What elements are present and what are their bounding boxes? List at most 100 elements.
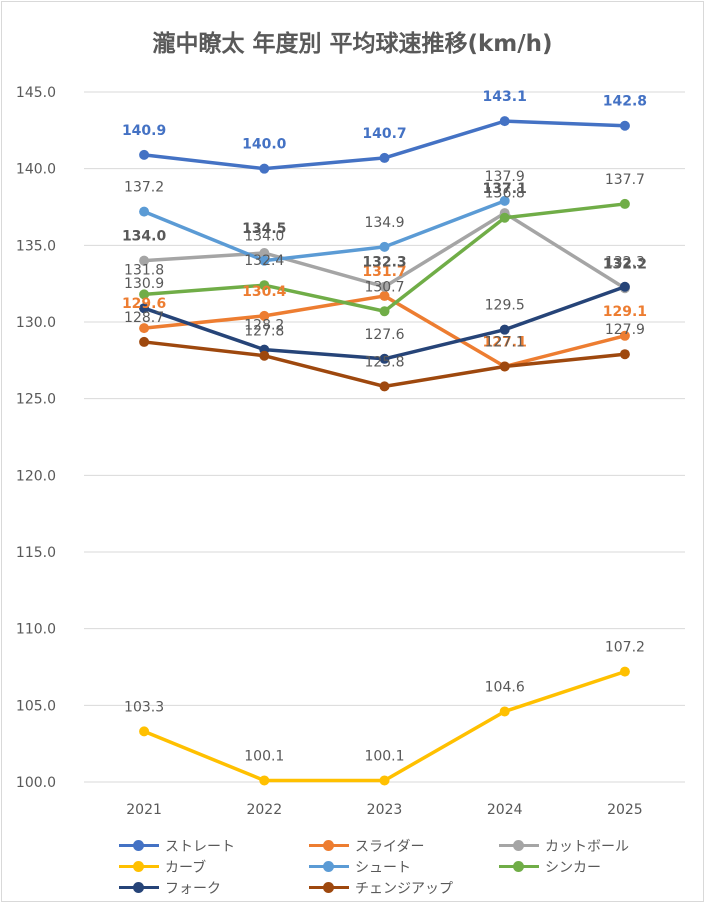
- data-label: 127.8: [244, 324, 284, 340]
- legend-swatch: [119, 878, 159, 898]
- data-point: [259, 163, 270, 174]
- data-label: 127.1: [485, 334, 525, 350]
- data-label: 137.7: [605, 172, 645, 188]
- legend-label: フォーク: [165, 881, 221, 897]
- data-point: [259, 248, 270, 258]
- data-label: 104.6: [485, 679, 525, 695]
- data-point: [259, 280, 270, 291]
- data-point: [259, 255, 270, 266]
- legend-swatch-dot: [323, 861, 334, 872]
- legend-swatch: [309, 857, 349, 877]
- legend-swatch-dot: [133, 861, 144, 872]
- data-label: 132.4: [244, 253, 284, 269]
- data-label: 129.1: [603, 304, 647, 320]
- data-point: [499, 324, 510, 335]
- data-label: 103.3: [124, 699, 164, 715]
- data-label: 140.9: [122, 123, 166, 139]
- y-tick-label: 105.0: [16, 698, 56, 714]
- data-point: [259, 775, 270, 786]
- data-point: [619, 330, 630, 341]
- data-label: 136.8: [485, 186, 525, 202]
- data-point: [139, 289, 150, 300]
- data-point: [499, 361, 510, 372]
- data-point: [139, 323, 150, 334]
- data-point: [139, 149, 150, 160]
- data-label: 130.9: [124, 276, 164, 292]
- x-tick-label: 2022: [246, 802, 282, 818]
- data-label: 137.1: [483, 181, 527, 197]
- data-label: 137.9: [485, 169, 525, 185]
- y-tick-label: 125.0: [16, 392, 56, 408]
- y-tick-label: 110.0: [16, 622, 56, 638]
- legend-swatch-dot: [133, 882, 144, 893]
- legend-swatch-dot: [513, 840, 524, 851]
- data-label: 127.1: [483, 334, 527, 350]
- x-tick-label: 2021: [126, 802, 162, 818]
- data-label: 140.7: [362, 126, 406, 142]
- legend-swatch: [119, 857, 159, 877]
- legend-swatch: [309, 836, 349, 856]
- legend-item: スライダー: [309, 836, 424, 856]
- y-tick-label: 140.0: [16, 162, 56, 178]
- legend-swatch-dot: [513, 861, 524, 872]
- data-point: [379, 775, 390, 786]
- data-point: [139, 303, 150, 314]
- legend-label: シンカー: [545, 860, 601, 876]
- data-label: 129.5: [485, 298, 525, 314]
- data-point: [619, 120, 630, 131]
- x-tick-label: 2024: [487, 802, 523, 818]
- data-point: [259, 350, 270, 361]
- data-point: [499, 116, 510, 127]
- y-tick-label: 115.0: [16, 545, 56, 561]
- data-label: 134.0: [244, 229, 284, 245]
- data-label: 128.2: [244, 318, 284, 334]
- data-label: 134.9: [364, 215, 404, 231]
- legend-item: チェンジアップ: [309, 878, 453, 898]
- data-label: 142.8: [603, 94, 647, 110]
- x-tick-label: 2023: [367, 802, 403, 818]
- legend-label: シュート: [355, 860, 411, 876]
- data-point: [619, 198, 630, 209]
- data-point: [259, 310, 270, 321]
- data-label: 130.7: [364, 279, 404, 295]
- data-point: [619, 349, 630, 360]
- legend-label: チェンジアップ: [355, 881, 453, 897]
- legend-swatch-dot: [133, 840, 144, 851]
- legend-swatch: [309, 878, 349, 898]
- data-point: [619, 666, 630, 677]
- legend-item: シュート: [309, 857, 411, 877]
- y-tick-label: 135.0: [16, 238, 56, 254]
- data-label: 131.8: [124, 262, 164, 278]
- data-point: [379, 152, 390, 163]
- legend-label: カーブ: [165, 860, 207, 876]
- data-point: [619, 281, 630, 292]
- legend-swatch: [499, 857, 539, 877]
- y-tick-label: 130.0: [16, 315, 56, 331]
- legend-swatch: [119, 836, 159, 856]
- data-point: [379, 281, 390, 292]
- legend-label: カットボール: [545, 839, 629, 855]
- legend-item: フォーク: [119, 878, 221, 898]
- y-tick-label: 120.0: [16, 468, 56, 484]
- legend-item: シンカー: [499, 857, 601, 877]
- chart-title: 瀧中瞭太 年度別 平均球速推移(km/h): [152, 31, 553, 57]
- data-point: [139, 336, 150, 347]
- data-label: 100.1: [364, 748, 404, 764]
- legend-swatch: [499, 836, 539, 856]
- data-label: 130.4: [242, 284, 287, 300]
- legend-item: カットボール: [499, 836, 629, 856]
- data-label: 143.1: [483, 89, 527, 105]
- data-label: 129.6: [122, 296, 166, 312]
- data-label: 127.9: [605, 322, 645, 338]
- legend-swatch-dot: [323, 840, 334, 851]
- data-label: 107.2: [605, 640, 645, 656]
- data-label: 125.8: [364, 354, 404, 370]
- data-label: 134.0: [122, 229, 167, 245]
- legend-item: ストレート: [119, 836, 235, 856]
- legend-swatch-dot: [323, 882, 334, 893]
- data-point: [139, 255, 150, 266]
- data-label: 127.6: [364, 327, 404, 343]
- data-point: [379, 353, 390, 364]
